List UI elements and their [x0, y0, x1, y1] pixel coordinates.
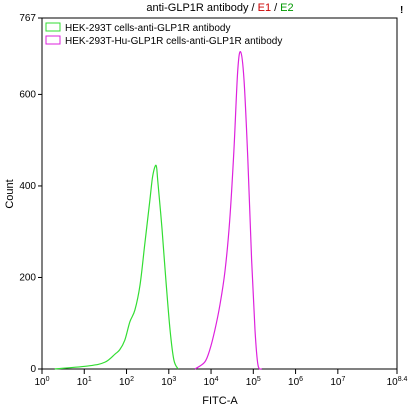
x-axis-label: FITC-A	[202, 395, 238, 407]
x-tick-base: 10	[77, 377, 89, 388]
x-tick-label: 103	[161, 376, 176, 388]
histogram-line	[54, 164, 179, 370]
x-tick-label: 107	[330, 376, 345, 388]
x-tick-base: 10	[330, 377, 342, 388]
x-tick-exponent: 1	[88, 376, 92, 383]
y-axis-label: Count	[4, 179, 16, 208]
title-part: E2	[280, 2, 293, 14]
x-tick-exponent: 5	[257, 376, 261, 383]
x-tick-base: 10	[119, 377, 131, 388]
legend-label: HEK-293T-Hu-GLP1R cells-anti-GLP1R antib…	[65, 36, 282, 47]
x-tick-exponent: 3	[172, 376, 176, 383]
chart-title: anti-GLP1R antibody / E1/E2	[146, 2, 293, 14]
x-tick-label: 102	[119, 376, 134, 388]
title-part: E1	[258, 2, 271, 14]
title-part: anti-GLP1R antibody /	[146, 2, 255, 14]
histogram-line	[194, 51, 263, 370]
x-tick-base: 10	[288, 377, 300, 388]
x-tick-exponent: 6	[299, 376, 303, 383]
plot-frame	[41, 17, 398, 370]
y-tick-label: 600	[19, 89, 36, 100]
x-tick-label: 106	[288, 376, 303, 388]
x-tick-exponent: 0	[46, 376, 50, 383]
x-tick-base: 10	[34, 377, 46, 388]
x-tick-base: 10	[161, 377, 173, 388]
x-tick-label: 100	[34, 376, 49, 388]
legend-swatch	[45, 35, 61, 45]
legend-label: HEK-293T cells-anti-GLP1R antibody	[65, 23, 230, 34]
x-tick-label: 104	[204, 376, 219, 388]
y-tick-label: 400	[19, 181, 36, 192]
y-tick-label: 200	[19, 272, 36, 283]
y-tick-label: 0	[30, 364, 36, 375]
legend-swatch	[45, 22, 61, 32]
x-tick-label: 108.4	[387, 376, 408, 388]
x-tick-label: 101	[77, 376, 92, 388]
x-tick-base: 10	[246, 377, 258, 388]
x-tick-label: 105	[246, 376, 261, 388]
x-tick-exponent: 2	[130, 376, 134, 383]
y-tick-label: 767	[19, 13, 36, 24]
x-tick-exponent: 7	[341, 376, 345, 383]
corner-mark: !	[400, 5, 403, 16]
x-tick-exponent: 4	[215, 376, 219, 383]
x-tick-exponent: 8.4	[398, 376, 408, 383]
x-tick-base: 10	[387, 377, 399, 388]
title-part: /	[274, 2, 278, 14]
x-tick-base: 10	[204, 377, 216, 388]
